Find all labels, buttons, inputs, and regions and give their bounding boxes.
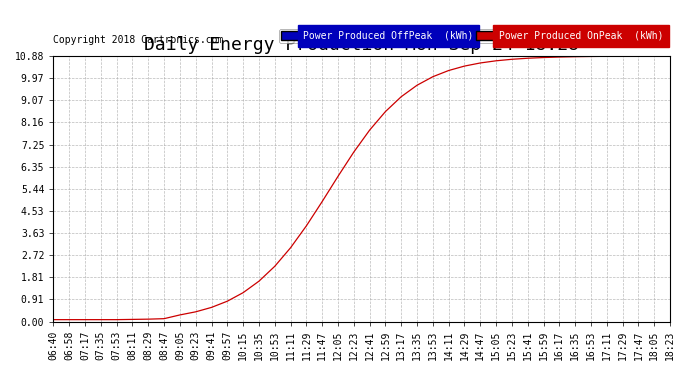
Title: Daily Energy Production Mon Sep 24 18:28: Daily Energy Production Mon Sep 24 18:28 (144, 36, 579, 54)
Text: Copyright 2018 Cartronics.com: Copyright 2018 Cartronics.com (53, 35, 224, 45)
Legend: Power Produced OffPeak  (kWh), Power Produced OnPeak  (kWh): Power Produced OffPeak (kWh), Power Prod… (279, 29, 665, 43)
